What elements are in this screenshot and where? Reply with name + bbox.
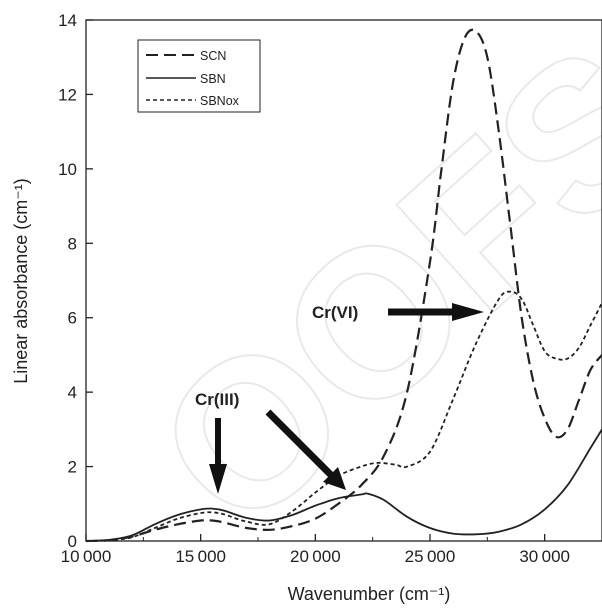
series-line-sbn <box>85 428 602 542</box>
annotation-cr-vi: Cr(VI) <box>312 303 358 322</box>
y-tick-label: 14 <box>58 11 77 30</box>
plot-area <box>85 28 602 543</box>
x-tick-label: 10 000 <box>61 547 112 566</box>
y-tick-label: 2 <box>68 458 77 477</box>
x-tick-label: 15 000 <box>175 547 226 566</box>
series-line-sbnox <box>85 290 602 542</box>
y-tick-label: 6 <box>68 309 77 328</box>
x-axis-label: Wavenumber (cm⁻¹) <box>288 584 451 604</box>
annotation-cr-iii: Cr(III) <box>195 390 239 409</box>
y-tick-label: 0 <box>68 532 77 551</box>
x-tick-label: 25 000 <box>405 547 456 566</box>
legend-label-sbnox: SBNox <box>200 94 240 108</box>
y-tick-label: 12 <box>58 85 77 104</box>
x-tick-label: 20 000 <box>290 547 341 566</box>
legend-label-sbn: SBN <box>200 72 226 86</box>
legend: SCN SBN SBNox <box>137 39 261 113</box>
y-tick-label: 4 <box>68 383 77 402</box>
arrow-cr-vi <box>388 303 484 321</box>
legend-label-scn: SCN <box>200 49 226 63</box>
plot-frame <box>85 19 602 542</box>
y-tick-label: 10 <box>58 160 77 179</box>
y-tick-label: 8 <box>68 234 77 253</box>
y-axis-label: Linear absorbance (cm⁻¹) <box>11 178 31 384</box>
arrow-cr-iii-diagonal <box>265 409 346 490</box>
x-tick-label: 30 000 <box>519 547 570 566</box>
legend-box <box>137 39 261 113</box>
series-line-scn <box>85 28 602 543</box>
axes: 10 000 15 000 20 000 25 000 30 000 0 2 4 6 8 10 12 1… <box>58 11 602 566</box>
arrow-cr-iii-down <box>209 418 227 494</box>
